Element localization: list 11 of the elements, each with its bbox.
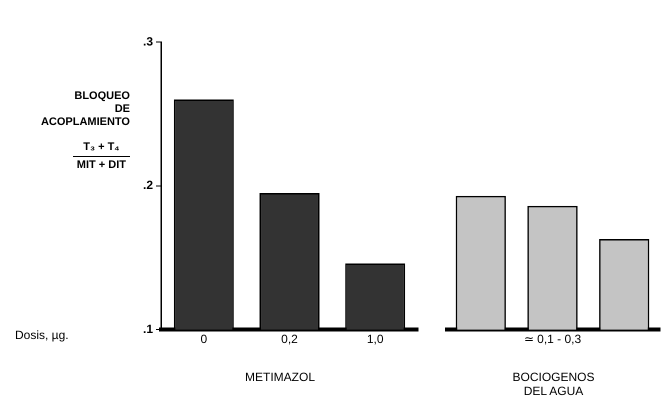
x-tick-label: 1,0: [366, 332, 384, 346]
x-tick-label: 0: [200, 332, 208, 346]
text: Dosis, µg.: [15, 328, 69, 342]
x-tick-label: ≃ 0,1 - 0,3: [524, 332, 582, 346]
y-axis-title: BLOQUEO DE ACOPLAMIENTO T₃ + T₄ MIT + DIT: [40, 90, 130, 173]
y-tick-label: .1: [142, 322, 154, 336]
x-axis-title: BOCIOGENOS DEL AGUA: [511, 370, 596, 398]
y-tick-label: .2: [142, 178, 154, 192]
x-axis-title: METIMAZOL: [244, 370, 316, 384]
y-tick-label: .3: [142, 34, 154, 48]
x-tick-label: 0,2: [281, 332, 298, 346]
